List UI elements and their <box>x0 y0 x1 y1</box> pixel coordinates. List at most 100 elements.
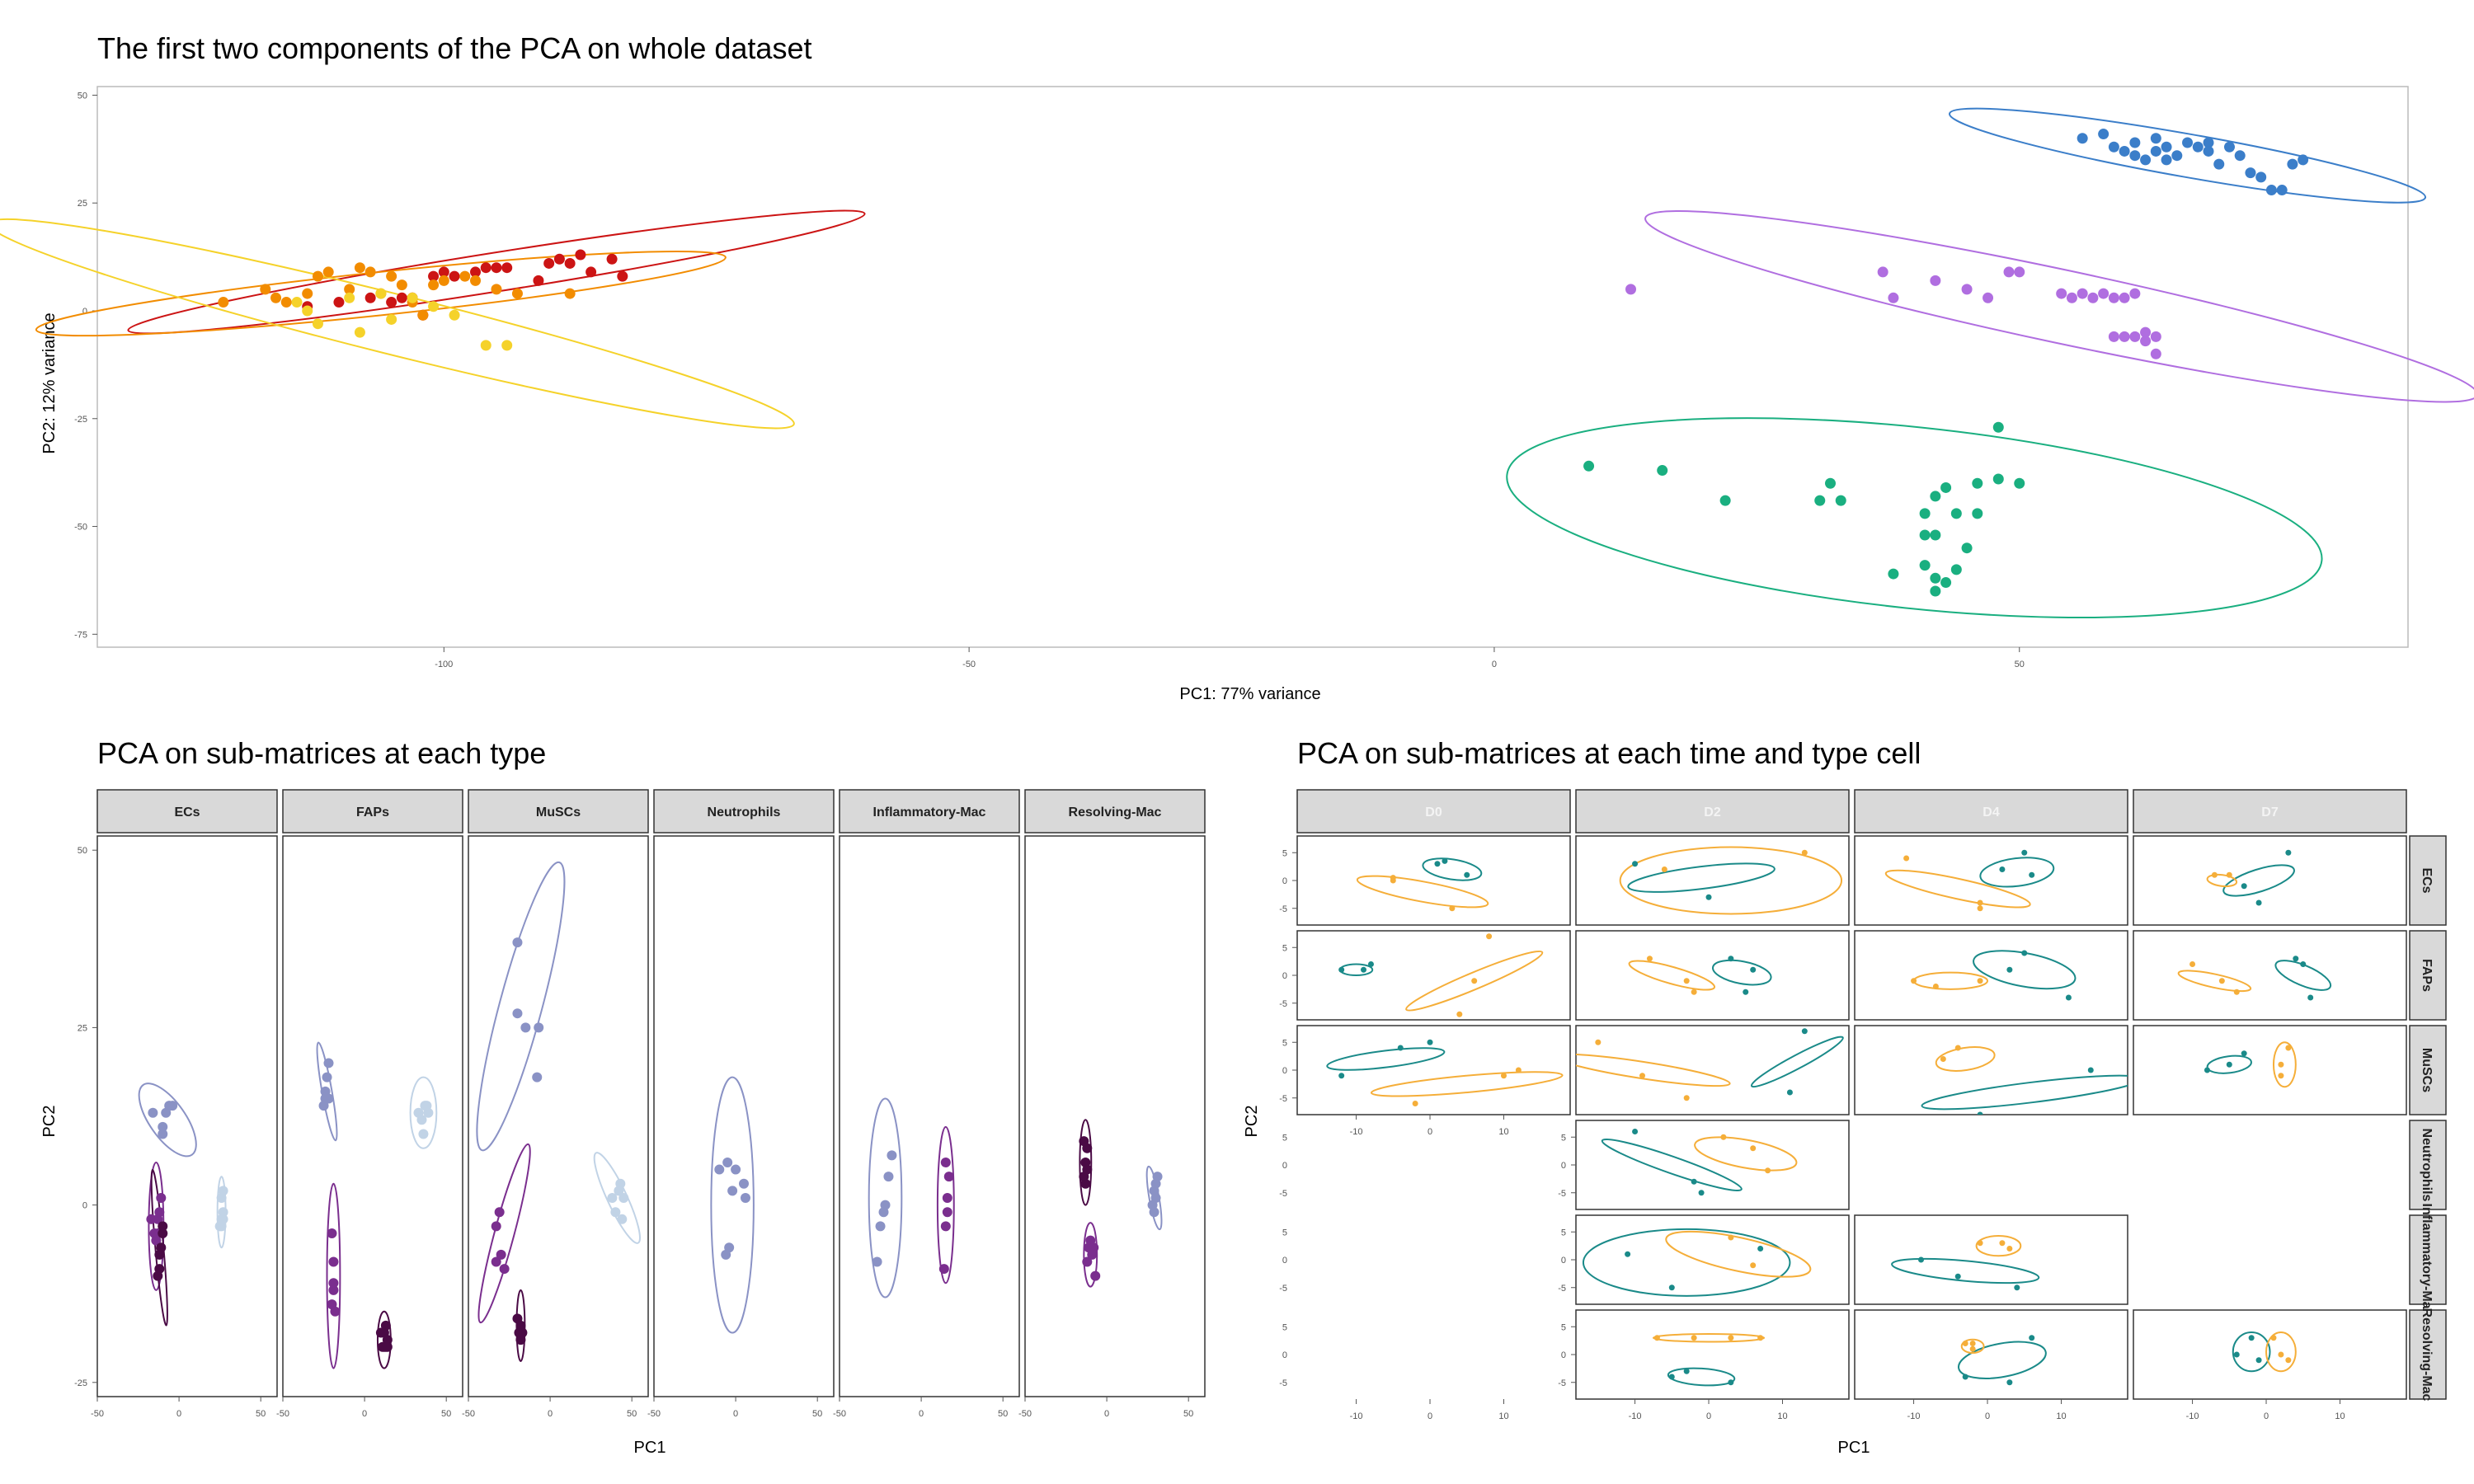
grid-data-point <box>1434 861 1441 867</box>
top-data-point <box>1919 508 1931 519</box>
grid-y-tick-label: 5 <box>1282 1228 1287 1237</box>
top-data-point <box>386 270 397 282</box>
grid-group-ellipse <box>2265 1331 2297 1373</box>
grid-group-ellipse <box>1750 1036 1844 1088</box>
grid-y-tick-label: 5 <box>1561 1133 1566 1143</box>
grid-data-point <box>1962 1374 1968 1380</box>
type-data-point <box>1080 1178 1091 1189</box>
top-group-ellipse <box>1949 107 2427 204</box>
grid-facet-content <box>1356 857 1489 912</box>
top-data-point <box>480 340 492 351</box>
top-data-point <box>2298 154 2309 166</box>
grid-data-point <box>1903 855 1910 862</box>
top-data-point <box>333 297 345 308</box>
grid-data-point <box>1595 1039 1602 1045</box>
grid-y-tick-label: 0 <box>1282 1161 1287 1171</box>
type-data-point <box>722 1157 733 1167</box>
type-x-tick-label: 50 <box>256 1409 266 1419</box>
type-data-point <box>872 1256 882 1267</box>
type-data-point <box>167 1101 178 1111</box>
type-x-tick-label: -50 <box>276 1409 289 1419</box>
grid-data-point <box>1390 875 1396 881</box>
top-data-point <box>1719 495 1731 506</box>
grid-data-point <box>1954 1045 1961 1051</box>
grid-data-point <box>1728 1234 1734 1241</box>
top-data-point <box>1930 491 1941 502</box>
type-group-ellipse <box>326 1182 341 1369</box>
grid-facet-panel <box>1296 835 1571 926</box>
top-data-point <box>1961 542 1973 554</box>
time-facet-strip <box>1575 789 1850 834</box>
top-data-point <box>428 301 440 312</box>
grid-x-tick-label: 0 <box>2264 1411 2269 1421</box>
grid-group-ellipse <box>1665 1230 1812 1278</box>
grid-data-point <box>1932 984 1939 989</box>
celltype-facet-strip-label: MuSCs <box>2420 1048 2434 1092</box>
top-data-point <box>365 292 376 303</box>
grid-data-point <box>2233 989 2240 995</box>
grid-data-point <box>1668 1374 1675 1380</box>
top-data-point <box>449 309 460 321</box>
grid-data-point <box>1486 933 1493 940</box>
grid-data-point <box>1977 899 1983 906</box>
grid-data-point <box>1765 1167 1771 1174</box>
grid-facet-panel <box>1575 835 1850 926</box>
top-plot-frame <box>96 86 2409 648</box>
top-data-point <box>354 326 365 338</box>
grid-data-point <box>2021 849 2028 856</box>
top-data-point <box>386 297 397 308</box>
top-data-point <box>270 292 282 303</box>
celltype-facet-strip <box>2409 1214 2447 1305</box>
celltype-facet-strip-label: Neutrophils <box>2420 1129 2434 1202</box>
type-data-point <box>532 1072 543 1082</box>
grid-data-point <box>1456 1011 1463 1017</box>
grid-x-tick-label: 10 <box>1498 1411 1508 1421</box>
grid-data-point <box>1977 905 1983 912</box>
grid-data-point <box>2218 978 2225 984</box>
top-y-axis-label: PC2: 12% variance <box>40 312 59 453</box>
top-data-point <box>2119 331 2130 342</box>
grid-facet-panel <box>1575 1214 1850 1305</box>
type-x-tick-label: -50 <box>647 1409 661 1419</box>
grid-facet-content <box>1921 1045 2128 1115</box>
top-data-point <box>312 318 323 330</box>
grid-data-point <box>2241 883 2247 890</box>
grid-data-point <box>2065 994 2072 1001</box>
type-data-point <box>731 1164 741 1175</box>
top-data-point <box>501 340 513 351</box>
grid-y-tick-label: -5 <box>1279 1284 1287 1294</box>
top-data-point <box>1930 275 1941 286</box>
type-y-tick-label: 50 <box>78 846 87 856</box>
top-data-point <box>2129 288 2141 299</box>
top-x-tick-label: 50 <box>2015 660 2025 669</box>
grid-facet-content <box>1338 933 1544 1017</box>
top-y-tick-label: 25 <box>78 199 87 209</box>
type-data-point <box>943 1172 954 1182</box>
grid-y-tick-label: 0 <box>1282 1066 1287 1076</box>
grid-data-point <box>1999 866 2006 872</box>
grid-group-ellipse <box>1576 1053 1731 1087</box>
grid-data-point <box>1977 1240 1983 1247</box>
type-data-point <box>327 1299 337 1310</box>
top-data-point <box>438 275 449 286</box>
grid-group-ellipse <box>1405 950 1544 1012</box>
grid-data-point <box>2014 1284 2020 1291</box>
grid-x-axis-label: PC1 <box>1838 1439 1870 1457</box>
type-y-tick-label: 25 <box>78 1023 87 1033</box>
grid-data-point <box>2300 961 2307 967</box>
top-data-point <box>2129 137 2141 148</box>
top-data-point <box>2150 145 2161 157</box>
type-group-ellipse <box>476 861 566 1152</box>
chart-title-bottom-right: PCA on sub-matrices at each time and typ… <box>1297 736 1921 770</box>
top-data-point <box>2192 141 2204 153</box>
top-data-point <box>564 257 576 269</box>
top-data-point <box>1835 495 1846 506</box>
type-facet-strip <box>1024 789 1206 834</box>
grid-y-tick-label: 5 <box>1282 1038 1287 1048</box>
type-data-point <box>1079 1136 1089 1147</box>
top-data-point <box>2276 185 2288 196</box>
type-group-ellipse <box>936 1125 955 1284</box>
grid-group-ellipse <box>1935 1046 1996 1072</box>
grid-data-point <box>1653 1335 1660 1341</box>
type-x-tick-label: 0 <box>733 1409 738 1419</box>
